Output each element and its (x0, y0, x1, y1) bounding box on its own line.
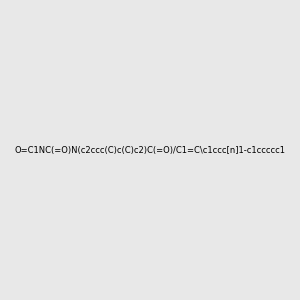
Text: O=C1NC(=O)N(c2ccc(C)c(C)c2)C(=O)/C1=C\c1ccc[n]1-c1ccccc1: O=C1NC(=O)N(c2ccc(C)c(C)c2)C(=O)/C1=C\c1… (14, 146, 286, 154)
